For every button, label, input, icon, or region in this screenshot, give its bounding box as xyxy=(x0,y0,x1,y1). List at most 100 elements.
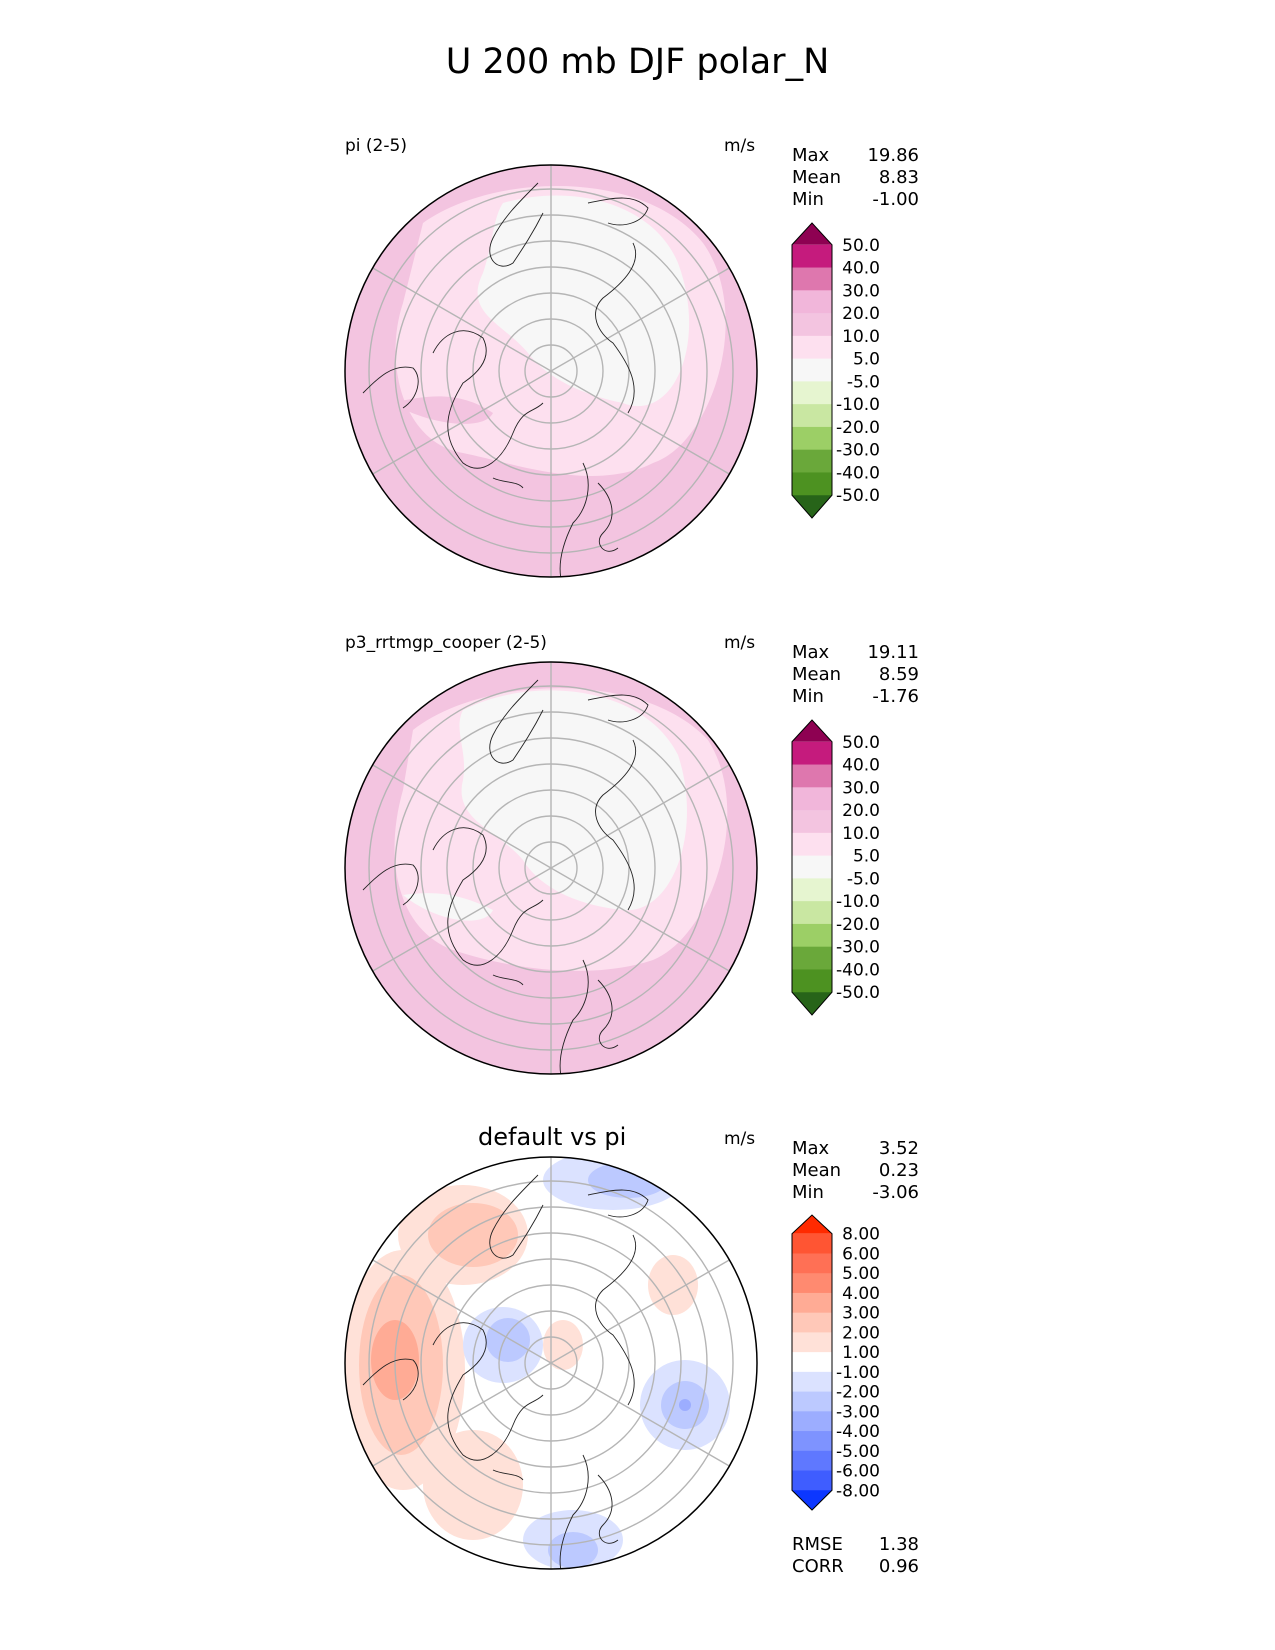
colorbar-tick-label: 10.0 xyxy=(842,824,880,844)
colorbar-extend-bottom xyxy=(792,992,832,1015)
stat-value: -3.06 xyxy=(872,1182,919,1203)
colorbar-tick-label: -1.00 xyxy=(836,1363,880,1383)
stat-label: Mean xyxy=(792,167,842,188)
colorbar-segment xyxy=(792,969,832,993)
colorbar-extend-top xyxy=(792,720,832,742)
colorbar-tick-label: -50.0 xyxy=(836,486,880,506)
colorbar-tick-label: -40.0 xyxy=(836,463,880,483)
panel-3-polar-map xyxy=(344,1156,758,1570)
colorbar-tick-label: 4.00 xyxy=(842,1284,880,1304)
colorbar-tick-label: -50.0 xyxy=(836,983,880,1003)
colorbar-tick-label: 40.0 xyxy=(842,259,880,279)
stat-value: 19.86 xyxy=(867,145,919,166)
stat-value: 3.52 xyxy=(878,1138,919,1159)
colorbar-segment xyxy=(792,946,832,970)
colorbar-tick-label: 5.0 xyxy=(853,847,880,867)
colorbar-tick-label: -10.0 xyxy=(836,395,880,415)
panel-1-stats: Max 19.86 Mean 8.83 Min -1.00 xyxy=(792,145,919,211)
colorbar-segment xyxy=(792,810,832,834)
colorbar-segment xyxy=(792,832,832,857)
stat-value: -1.76 xyxy=(872,686,919,707)
colorbar-segment xyxy=(792,335,832,360)
stat-label: Max xyxy=(792,642,830,663)
panel-3-units: m/s xyxy=(724,1129,756,1149)
colorbar-segment xyxy=(792,878,832,902)
colorbar-tick-label: 6.00 xyxy=(842,1244,880,1264)
stat-label: Min xyxy=(792,189,824,210)
panel-2-polar-map xyxy=(344,661,758,1075)
colorbar-segment xyxy=(792,244,832,269)
stat-value: 0.23 xyxy=(878,1160,919,1181)
colorbar-segment xyxy=(792,472,832,496)
stat-value: 8.83 xyxy=(878,167,919,188)
colorbar-segment xyxy=(792,1292,832,1314)
colorbar-tick-label: -40.0 xyxy=(836,960,880,980)
colorbar-tick-label: 5.00 xyxy=(842,1264,880,1284)
metric-label: CORR xyxy=(792,1556,844,1577)
colorbar-segment xyxy=(792,267,832,291)
colorbar-segment xyxy=(792,1352,832,1373)
colorbar-extend-bottom xyxy=(792,1490,832,1510)
panel-3-colorbar: 8.006.005.004.003.002.001.00-1.00-2.00-3… xyxy=(791,1214,880,1511)
colorbar-tick-label: -5.0 xyxy=(847,869,880,889)
colorbar-outline xyxy=(791,222,833,519)
colorbar-segment xyxy=(792,1391,832,1412)
colorbar-segment xyxy=(792,1431,832,1452)
colorbar-tick-label: -30.0 xyxy=(836,441,880,461)
colorbar-segment xyxy=(792,313,832,337)
colorbar-segment xyxy=(792,1411,832,1432)
stat-value: 8.59 xyxy=(878,664,919,685)
colorbar-segment xyxy=(792,1332,832,1353)
colorbar-tick-label: 50.0 xyxy=(842,733,880,753)
panel-2-colorbar: 50.0 40.030.0 20.0 10.0 5.0-5.0 -10.0 -20.0 -30… xyxy=(791,719,880,1016)
colorbar-segment xyxy=(792,855,832,879)
stat-label: Min xyxy=(792,1182,824,1203)
stat-value: -1.00 xyxy=(872,189,919,210)
colorbar-tick-label: 5.0 xyxy=(853,350,880,370)
stat-label: Min xyxy=(792,686,824,707)
panel-2-stats: Max 19.11 Mean 8.59 Min -1.76 xyxy=(792,642,919,708)
colorbar-segment xyxy=(792,787,832,811)
panel-3-stats: Max 3.52 Mean 0.23 Min -3.06 xyxy=(792,1138,919,1204)
metric-value: 0.96 xyxy=(878,1556,919,1577)
colorbar-tick-label: 3.00 xyxy=(842,1304,880,1324)
page-title: U 200 mb DJF polar_N xyxy=(445,42,830,82)
panel-1-colorbar: 50.0 40.030.0 20.0 10.0 5.0-5.0 -10.0 -20.0 -30… xyxy=(791,222,880,519)
colorbar-segment xyxy=(792,381,832,405)
colorbar-tick-label: -5.00 xyxy=(836,1442,880,1462)
panel-1-units: m/s xyxy=(724,136,756,156)
colorbar-tick-label: -3.00 xyxy=(836,1402,880,1422)
colorbar-tick-label: -20.0 xyxy=(836,418,880,438)
panel-3-title: default vs pi xyxy=(478,1123,627,1151)
colorbar-segment xyxy=(792,1470,832,1491)
colorbar-segment xyxy=(792,1233,832,1254)
colorbar-tick-label: -2.00 xyxy=(836,1383,880,1403)
colorbar-segment xyxy=(792,923,832,948)
colorbar-tick-label: -20.0 xyxy=(836,915,880,935)
colorbar-segment xyxy=(792,1273,832,1294)
colorbar-tick-label: 30.0 xyxy=(842,778,880,798)
panel-2-units: m/s xyxy=(724,633,756,653)
colorbar-extend-bottom xyxy=(792,495,832,518)
panel-1-title: pi (2-5) xyxy=(345,136,407,156)
colorbar-tick-label: -30.0 xyxy=(836,938,880,958)
stat-label: Max xyxy=(792,1138,830,1159)
panel-1-polar-map xyxy=(344,164,758,578)
colorbar-segment xyxy=(792,1371,832,1393)
colorbar-outline xyxy=(791,1214,833,1511)
colorbar-extend-top xyxy=(792,223,832,245)
colorbar-outline xyxy=(791,719,833,1016)
colorbar-tick-label: -6.00 xyxy=(836,1462,880,1482)
colorbar-tick-label: 20.0 xyxy=(842,801,880,821)
stat-label: Max xyxy=(792,145,830,166)
colorbar-segment xyxy=(792,741,832,766)
colorbar-tick-label: 50.0 xyxy=(842,236,880,256)
colorbar-segment xyxy=(792,358,832,382)
colorbar-segment xyxy=(792,1253,832,1274)
colorbar-segment xyxy=(792,1450,832,1472)
colorbar-extend-top xyxy=(792,1215,832,1234)
colorbar-tick-label: 10.0 xyxy=(842,327,880,347)
colorbar-tick-label: 8.00 xyxy=(842,1225,880,1245)
metric-value: 1.38 xyxy=(878,1534,919,1555)
colorbar-tick-label: 30.0 xyxy=(842,281,880,301)
